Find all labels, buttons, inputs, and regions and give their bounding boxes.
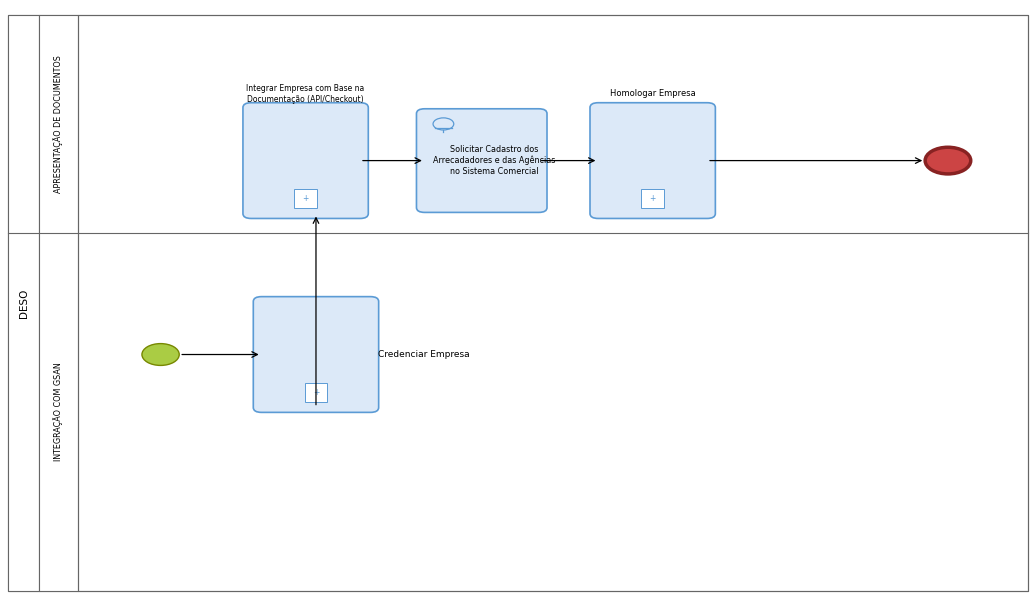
Text: Credenciar Empresa: Credenciar Empresa [378, 350, 469, 359]
Text: Homologar Empresa: Homologar Empresa [610, 90, 695, 98]
Circle shape [142, 344, 179, 365]
FancyBboxPatch shape [253, 297, 379, 412]
Text: Integrar Empresa com Base na
Documentação (API/Checkout): Integrar Empresa com Base na Documentaçã… [247, 84, 365, 104]
Text: +: + [313, 388, 319, 397]
Text: INTEGRAÇÃO COM GSAN: INTEGRAÇÃO COM GSAN [54, 363, 63, 461]
Text: APRESENTAÇÃO DE DOCUMENTOS: APRESENTAÇÃO DE DOCUMENTOS [54, 55, 63, 193]
Bar [641, 189, 664, 208]
Text: +: + [303, 194, 309, 203]
Bar [8, 15, 39, 591]
FancyBboxPatch shape [416, 109, 547, 213]
Bar [305, 383, 327, 402]
Bar [294, 189, 317, 208]
FancyBboxPatch shape [591, 102, 715, 219]
Text: Solicitar Cadastro dos
Arrecadadores e das Agências
no Sistema Comercial: Solicitar Cadastro dos Arrecadadores e d… [433, 145, 555, 176]
Circle shape [925, 147, 971, 174]
Text: DESO: DESO [19, 288, 29, 318]
Text: +: + [650, 194, 656, 203]
Bar [39, 15, 78, 591]
FancyBboxPatch shape [242, 102, 369, 219]
